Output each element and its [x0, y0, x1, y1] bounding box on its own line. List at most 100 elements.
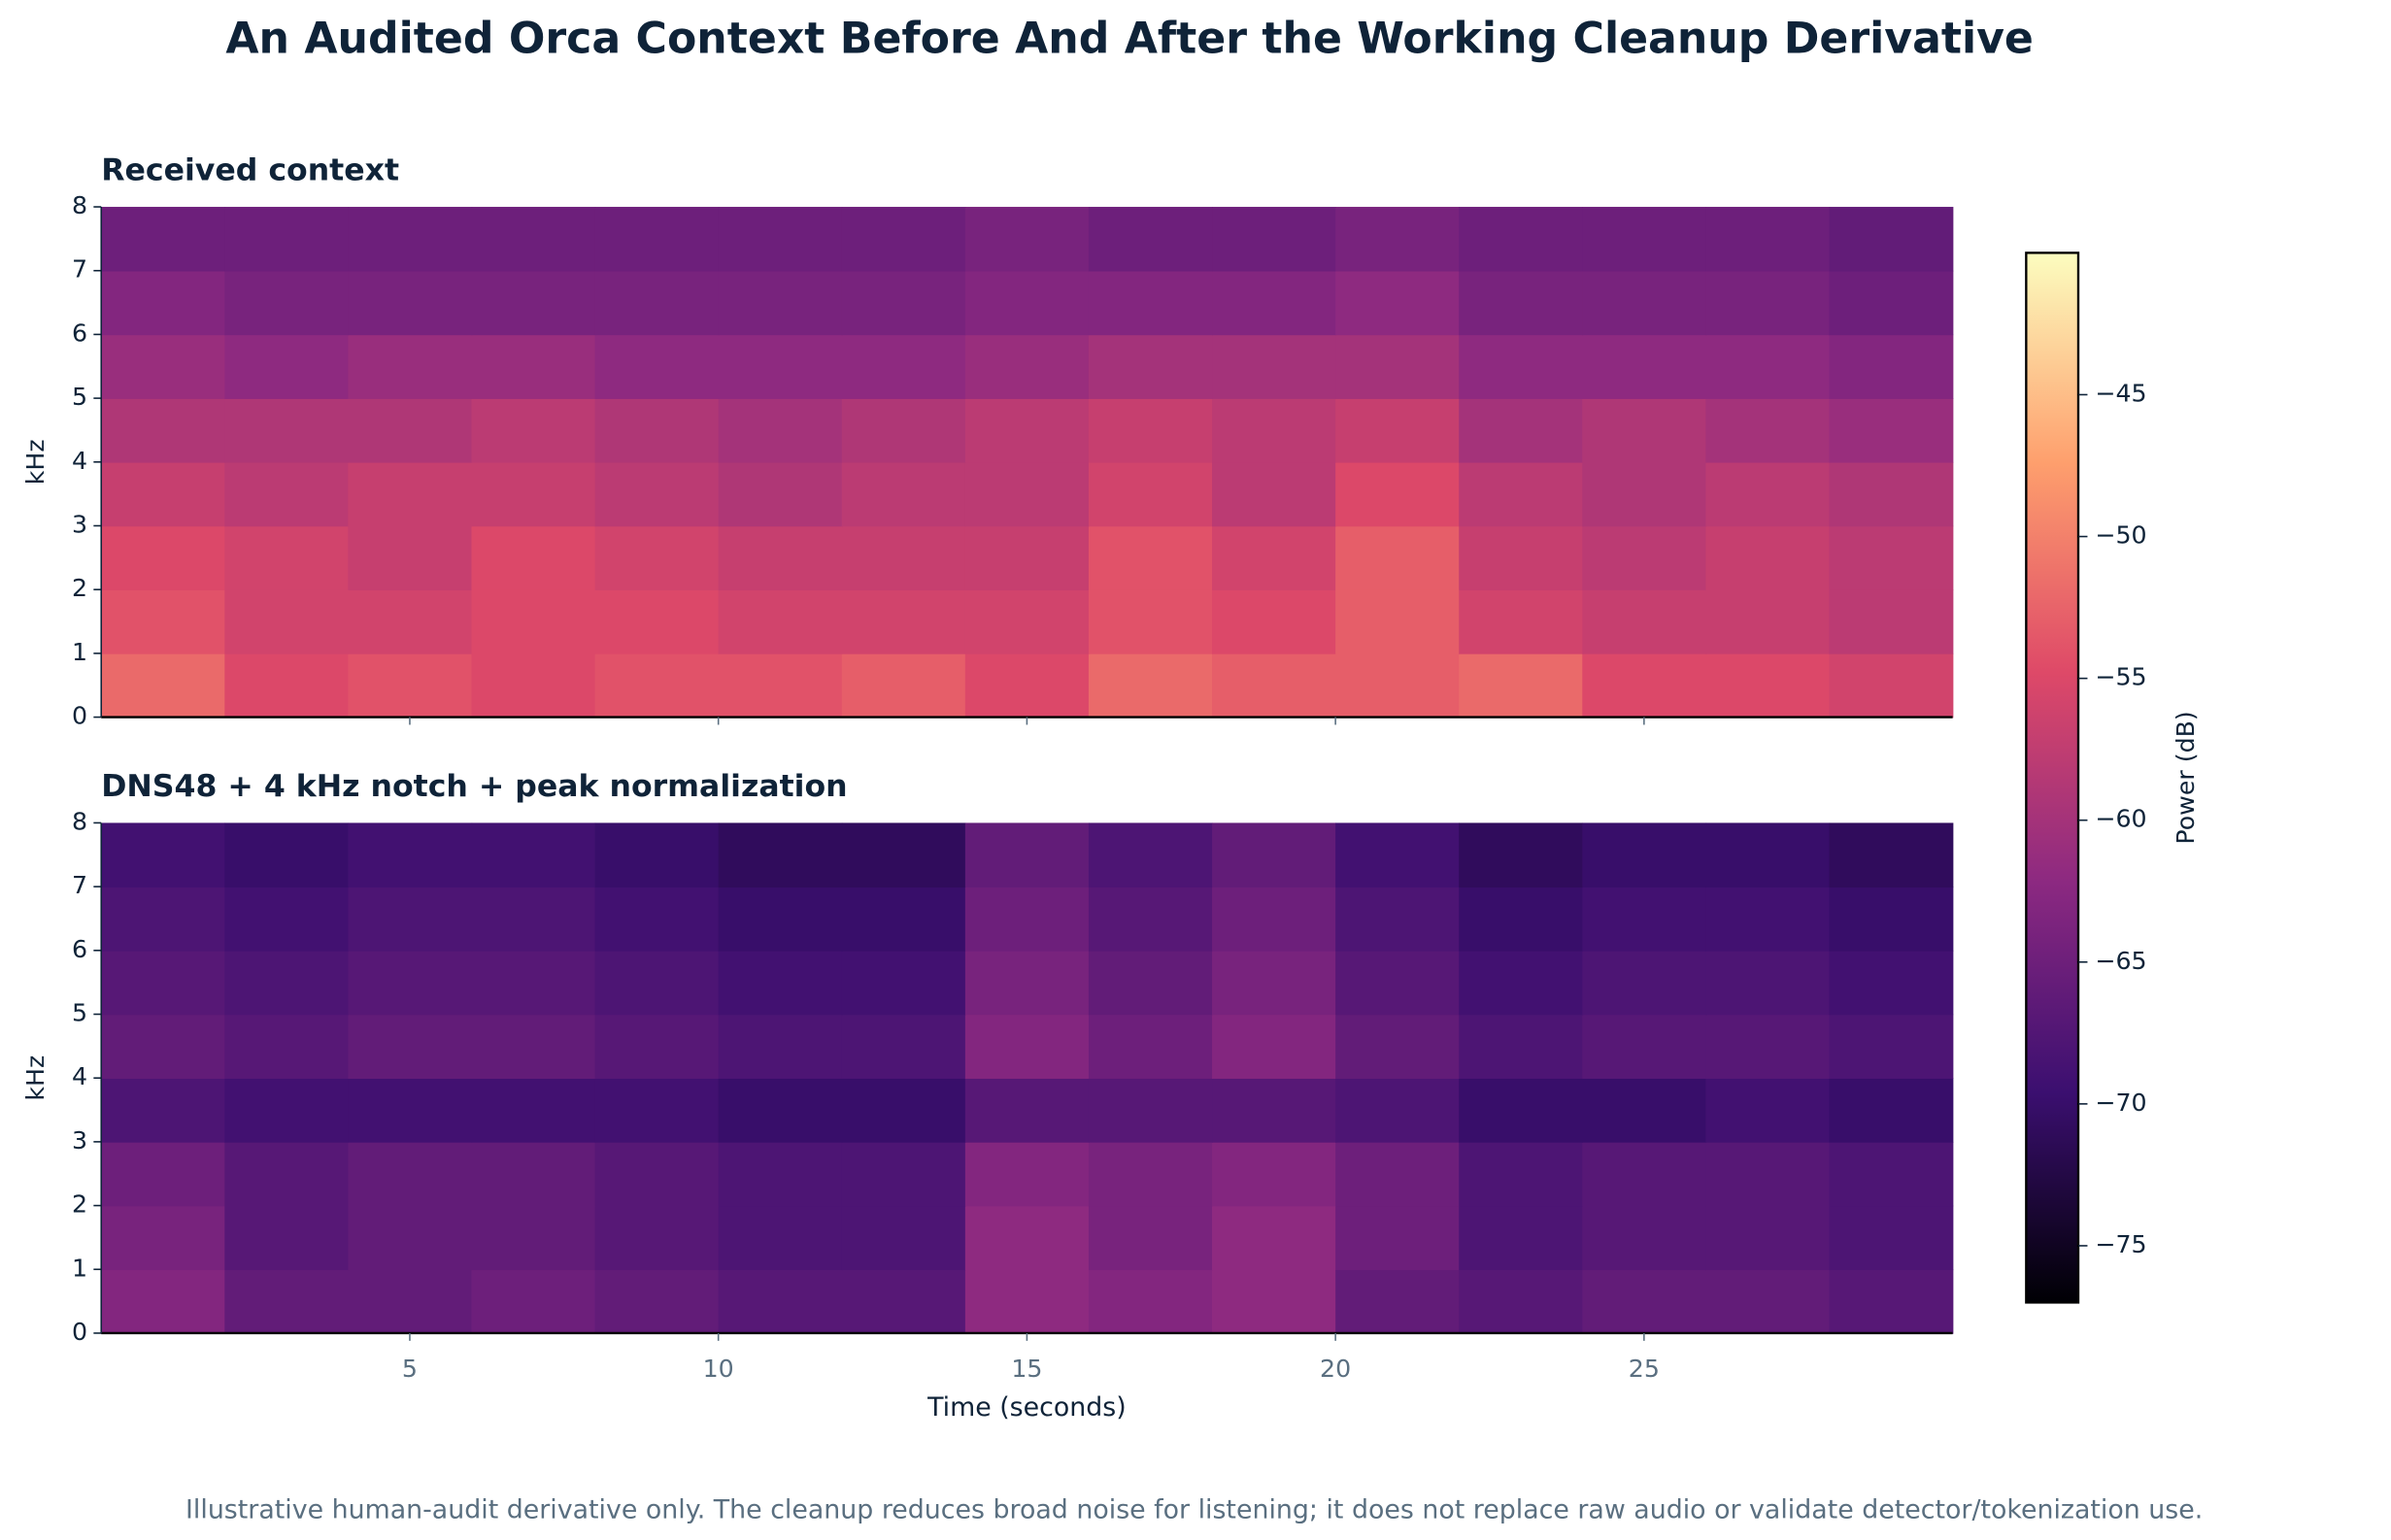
heatmap-cell: [1705, 334, 1831, 399]
heatmap-cell: [1582, 822, 1707, 887]
heatmap-cell: [101, 1269, 226, 1334]
heatmap-cell: [964, 1205, 1090, 1271]
heatmap-cell: [718, 1078, 843, 1143]
heatmap-cell: [348, 1141, 473, 1207]
heatmap-cell: [1088, 207, 1213, 272]
heatmap-cell: [1582, 589, 1707, 654]
heatmap-cell: [1459, 1205, 1584, 1271]
heatmap-cell: [1829, 887, 1954, 952]
heatmap-cell: [1459, 653, 1584, 719]
heatmap-cell: [1212, 1141, 1336, 1207]
heatmap-cell: [1335, 653, 1461, 719]
heatmap-cell: [1705, 1269, 1831, 1334]
heatmap-cell: [101, 334, 226, 399]
y-tick-label: 5: [72, 383, 87, 411]
heatmap-cell: [841, 398, 966, 463]
heatmap-cell: [841, 525, 966, 590]
heatmap-cell: [594, 1141, 720, 1207]
heatmap-cell: [101, 1014, 226, 1079]
y-tick-label: 8: [72, 191, 87, 219]
heatmap-cell: [224, 270, 350, 336]
heatmap-cell: [1335, 950, 1461, 1016]
y-axis-label: kHz: [21, 439, 50, 485]
heatmap-cell: [224, 1205, 350, 1271]
y-tick-label: 0: [72, 702, 87, 730]
heatmap-cell: [471, 525, 596, 590]
heatmap-cell: [1705, 822, 1831, 887]
heatmap-cell: [1212, 589, 1336, 654]
heatmap-cell: [471, 1269, 596, 1334]
heatmap-cell: [594, 1078, 720, 1143]
heatmap-cell: [1459, 525, 1584, 590]
colorbar-tick-label: −70: [2095, 1088, 2146, 1117]
heatmap-cell: [1582, 1141, 1707, 1207]
heatmap-cell: [1829, 1078, 1954, 1143]
heatmap-cell: [964, 1014, 1090, 1079]
colorbar-tick-label: −55: [2095, 663, 2146, 691]
heatmap-cell: [348, 334, 473, 399]
panel-title: Received context: [101, 153, 399, 188]
heatmap-cell: [224, 207, 350, 272]
heatmap-cell: [718, 950, 843, 1016]
heatmap-cell: [101, 525, 226, 590]
footnote: Illustrative human-audit derivative only…: [185, 1495, 2203, 1525]
heatmap-cell: [1088, 334, 1213, 399]
heatmap-cell: [1088, 589, 1213, 654]
heatmap-cell: [1335, 1205, 1461, 1271]
heatmap-cell: [1582, 398, 1707, 463]
heatmap-cell: [594, 887, 720, 952]
heatmap-cell: [101, 887, 226, 952]
heatmap-cell: [718, 461, 843, 527]
heatmap-cell: [471, 1078, 596, 1143]
heatmap-cell: [964, 270, 1090, 336]
heatmap-cell: [718, 207, 843, 272]
heatmap-cell: [224, 525, 350, 590]
heatmap-cell: [964, 653, 1090, 719]
heatmap-cell: [1088, 887, 1213, 952]
heatmap-cell: [1705, 1014, 1831, 1079]
heatmap-cell: [1088, 398, 1213, 463]
heatmap-cell: [1335, 525, 1461, 590]
heatmap-cell: [1212, 525, 1336, 590]
heatmap-cell: [471, 1205, 596, 1271]
heatmap-cell: [1829, 525, 1954, 590]
heatmap-cell: [718, 589, 843, 654]
heatmap-cell: [224, 887, 350, 952]
heatmap-cell: [718, 1205, 843, 1271]
heatmap-cell: [1212, 1014, 1336, 1079]
heatmap-cell: [471, 950, 596, 1016]
heatmap-cell: [348, 1078, 473, 1143]
heatmap-cell: [1088, 950, 1213, 1016]
colorbar-tick-label: −75: [2095, 1230, 2146, 1258]
heatmap-cell: [101, 589, 226, 654]
heatmap-cell: [841, 270, 966, 336]
heatmap-cell: [1088, 1269, 1213, 1334]
x-tick-label: 10: [703, 1355, 734, 1383]
heatmap-cell: [964, 822, 1090, 887]
heatmap-cell: [471, 1014, 596, 1079]
heatmap-cell: [841, 822, 966, 887]
heatmap-cell: [1705, 1078, 1831, 1143]
heatmap-cell: [718, 334, 843, 399]
heatmap-cell: [1582, 1205, 1707, 1271]
heatmap-cell: [1335, 398, 1461, 463]
heatmap-cell: [471, 270, 596, 336]
heatmap-cell: [1829, 589, 1954, 654]
y-tick-label: 5: [72, 999, 87, 1027]
y-tick-label: 3: [72, 510, 87, 538]
heatmap-cell: [1335, 589, 1461, 654]
heatmap-cell: [348, 1269, 473, 1334]
heatmap-cell: [224, 334, 350, 399]
heatmap-cell: [101, 207, 226, 272]
heatmap-cell: [1088, 653, 1213, 719]
heatmap-cell: [1459, 1141, 1584, 1207]
heatmap-cell: [224, 461, 350, 527]
heatmap-cell: [1582, 270, 1707, 336]
heatmap-cell: [964, 207, 1090, 272]
heatmap-cell: [718, 1269, 843, 1334]
heatmap-cell: [1705, 950, 1831, 1016]
heatmap-cell: [1335, 270, 1461, 336]
heatmap-cell: [1459, 1078, 1584, 1143]
heatmap-cell: [348, 207, 473, 272]
